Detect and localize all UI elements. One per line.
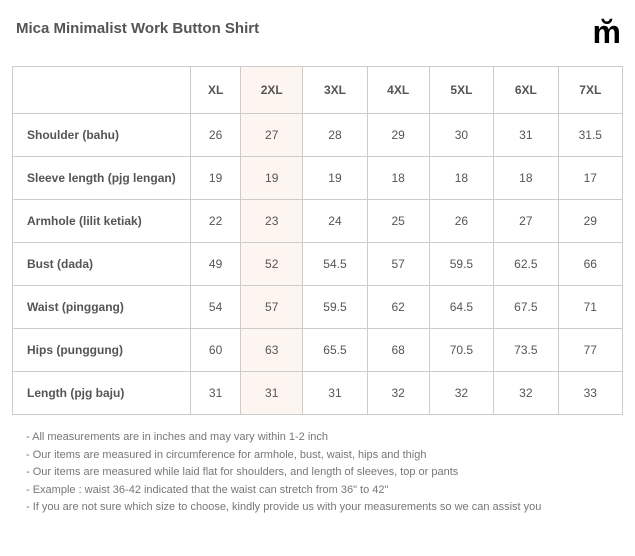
brand-logo: m̆ [593, 16, 619, 48]
size-value: 52 [241, 243, 303, 286]
header: Mica Minimalist Work Button Shirt m̆ [12, 20, 623, 48]
table-row: Sleeve length (pjg lengan)19191918181817 [13, 157, 623, 200]
table-row: Bust (dada)495254.55759.562.566 [13, 243, 623, 286]
note-line: - Example : waist 36-42 indicated that t… [26, 482, 623, 500]
size-value: 31 [494, 114, 558, 157]
size-value: 24 [303, 200, 367, 243]
size-value: 59.5 [303, 286, 367, 329]
size-header: 6XL [494, 67, 558, 114]
size-value: 77 [558, 329, 622, 372]
notes-section: - All measurements are in inches and may… [12, 429, 623, 517]
size-value: 32 [367, 372, 429, 415]
size-value: 19 [191, 157, 241, 200]
table-row: Shoulder (bahu)26272829303131.5 [13, 114, 623, 157]
note-line: - Our items are measured in circumferenc… [26, 447, 623, 465]
table-body: Shoulder (bahu)26272829303131.5Sleeve le… [13, 114, 623, 415]
size-value: 28 [303, 114, 367, 157]
size-value: 68 [367, 329, 429, 372]
note-line: - If you are not sure which size to choo… [26, 499, 623, 517]
row-label: Length (pjg baju) [13, 372, 191, 415]
size-value: 67.5 [494, 286, 558, 329]
row-label: Shoulder (bahu) [13, 114, 191, 157]
size-value: 18 [367, 157, 429, 200]
size-header: 7XL [558, 67, 622, 114]
size-value: 19 [241, 157, 303, 200]
size-value: 57 [367, 243, 429, 286]
size-value: 60 [191, 329, 241, 372]
size-value: 63 [241, 329, 303, 372]
table-row: Hips (punggung)606365.56870.573.577 [13, 329, 623, 372]
table-row: Waist (pinggang)545759.56264.567.571 [13, 286, 623, 329]
size-value: 62 [367, 286, 429, 329]
row-label: Waist (pinggang) [13, 286, 191, 329]
size-value: 19 [303, 157, 367, 200]
page-title: Mica Minimalist Work Button Shirt [16, 20, 259, 37]
size-value: 27 [494, 200, 558, 243]
size-value: 26 [191, 114, 241, 157]
size-value: 62.5 [494, 243, 558, 286]
size-value: 29 [558, 200, 622, 243]
table-row: Armhole (lilit ketiak)22232425262729 [13, 200, 623, 243]
size-value: 49 [191, 243, 241, 286]
size-value: 22 [191, 200, 241, 243]
size-value: 54 [191, 286, 241, 329]
size-value: 66 [558, 243, 622, 286]
size-value: 54.5 [303, 243, 367, 286]
size-value: 17 [558, 157, 622, 200]
size-value: 73.5 [494, 329, 558, 372]
size-value: 18 [494, 157, 558, 200]
size-value: 57 [241, 286, 303, 329]
size-value: 31.5 [558, 114, 622, 157]
size-value: 29 [367, 114, 429, 157]
size-value: 26 [429, 200, 493, 243]
size-value: 59.5 [429, 243, 493, 286]
size-value: 70.5 [429, 329, 493, 372]
size-value: 64.5 [429, 286, 493, 329]
size-value: 23 [241, 200, 303, 243]
header-empty [13, 67, 191, 114]
size-value: 71 [558, 286, 622, 329]
size-value: 32 [494, 372, 558, 415]
size-value: 27 [241, 114, 303, 157]
size-header: 3XL [303, 67, 367, 114]
size-value: 65.5 [303, 329, 367, 372]
note-line: - Our items are measured while laid flat… [26, 464, 623, 482]
size-value: 31 [241, 372, 303, 415]
row-label: Hips (punggung) [13, 329, 191, 372]
table-header-row: XL2XL3XL4XL5XL6XL7XL [13, 67, 623, 114]
size-header: 5XL [429, 67, 493, 114]
size-header: 4XL [367, 67, 429, 114]
note-line: - All measurements are in inches and may… [26, 429, 623, 447]
size-value: 32 [429, 372, 493, 415]
row-label: Bust (dada) [13, 243, 191, 286]
size-header: 2XL [241, 67, 303, 114]
size-value: 18 [429, 157, 493, 200]
size-value: 31 [303, 372, 367, 415]
size-header: XL [191, 67, 241, 114]
size-value: 30 [429, 114, 493, 157]
table-row: Length (pjg baju)31313132323233 [13, 372, 623, 415]
size-value: 33 [558, 372, 622, 415]
size-value: 31 [191, 372, 241, 415]
row-label: Armhole (lilit ketiak) [13, 200, 191, 243]
size-chart-table: XL2XL3XL4XL5XL6XL7XL Shoulder (bahu)2627… [12, 66, 623, 415]
size-value: 25 [367, 200, 429, 243]
row-label: Sleeve length (pjg lengan) [13, 157, 191, 200]
